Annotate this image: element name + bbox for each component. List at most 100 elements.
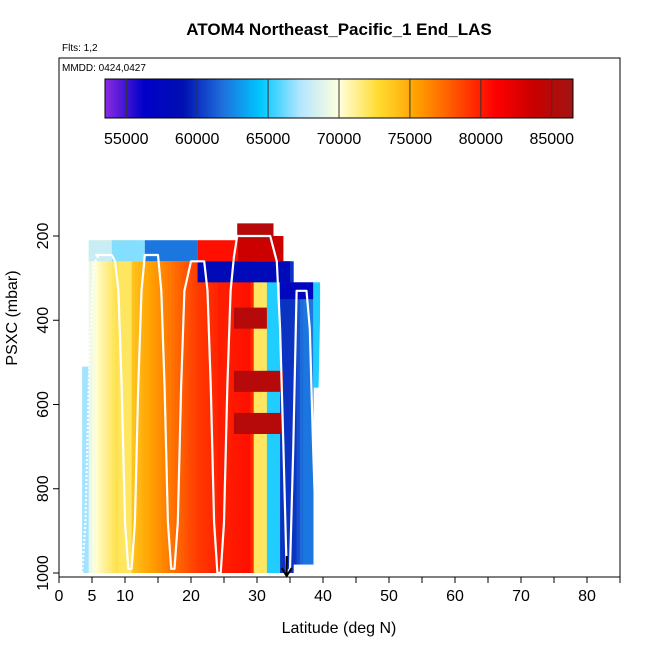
flight-track-layer xyxy=(81,234,323,578)
y-tick-label: 200 xyxy=(35,223,52,250)
heat-cell xyxy=(82,366,86,573)
heat-band xyxy=(111,240,145,262)
profile-column xyxy=(118,240,132,573)
heat-patch xyxy=(233,307,267,329)
heat-cell xyxy=(95,240,99,573)
heat-cell xyxy=(174,261,179,573)
colorbar-tick-label: 60000 xyxy=(175,131,220,148)
flight-track-line xyxy=(95,234,323,575)
heat-cell xyxy=(316,282,321,388)
heat-band xyxy=(88,240,112,262)
heat-cell xyxy=(111,240,116,573)
heat-cell xyxy=(131,261,136,573)
heat-cell xyxy=(230,261,235,573)
heat-patch xyxy=(233,370,284,392)
axes: 0 5 10 20 30 40 50 60 70 80 200 400 600 800 1000 xyxy=(35,223,621,605)
heat-cell xyxy=(125,240,129,573)
plot-frame xyxy=(58,57,621,578)
x-tick-label: 40 xyxy=(314,588,332,605)
heat-cell xyxy=(167,261,172,573)
x-tick-label: 20 xyxy=(182,588,200,605)
heat-cell xyxy=(118,240,123,573)
y-tick-label: 400 xyxy=(35,307,52,334)
heat-cell xyxy=(108,240,113,573)
heat-cell xyxy=(138,261,142,573)
heat-cell xyxy=(115,240,119,573)
heat-cell xyxy=(171,261,175,573)
heat-cell xyxy=(85,366,90,573)
heat-cell xyxy=(105,240,109,573)
heat-cell xyxy=(197,261,202,573)
heat-cell xyxy=(217,261,222,573)
y-tick-label: 1000 xyxy=(35,555,52,591)
heat-cell xyxy=(161,261,165,573)
heat-cell xyxy=(154,261,159,573)
heat-cell xyxy=(101,240,106,573)
heat-cell xyxy=(148,261,152,573)
flight-track-line-2 xyxy=(81,253,106,574)
x-tick-label: 10 xyxy=(116,588,134,605)
x-tick-label: 30 xyxy=(248,588,266,605)
heat-cell xyxy=(200,261,205,573)
y-tick-label: 800 xyxy=(35,475,52,502)
x-tick-label: 50 xyxy=(380,588,398,605)
heat-cell xyxy=(210,261,215,573)
colorbar-tick-label: 55000 xyxy=(104,131,149,148)
heat-cell xyxy=(184,261,189,573)
colorbar-tick-label: 65000 xyxy=(246,131,291,148)
heat-cell xyxy=(98,240,103,573)
colorbar-tick-label: 75000 xyxy=(388,131,433,148)
heat-cell xyxy=(158,261,162,573)
heat-cell xyxy=(220,261,225,573)
profile-column xyxy=(191,261,218,573)
heat-cell xyxy=(313,282,317,388)
heat-patch xyxy=(233,412,284,434)
heat-cell xyxy=(128,240,132,573)
heat-cell xyxy=(141,261,146,573)
heat-cell xyxy=(151,261,156,573)
heat-cell xyxy=(181,261,185,573)
x-tick-label: 80 xyxy=(578,588,596,605)
heat-cell xyxy=(187,261,192,573)
heat-cell xyxy=(296,282,301,565)
x-tick-label: 0 xyxy=(55,588,64,605)
heat-band xyxy=(197,240,238,262)
heat-cell xyxy=(194,261,198,573)
heat-cell xyxy=(306,282,311,565)
heat-cell xyxy=(88,240,93,573)
heat-cell xyxy=(164,261,169,573)
heat-cell xyxy=(303,282,307,565)
x-tick-label: 5 xyxy=(88,588,97,605)
heat-cell xyxy=(144,261,149,573)
heat-cell xyxy=(286,261,291,573)
colorbar-tick-label: 85000 xyxy=(529,131,574,148)
flights-note: Flts: 1,2 xyxy=(62,43,98,54)
heat-patch xyxy=(237,223,274,241)
colorbar-tick-label: 70000 xyxy=(317,131,362,148)
arrow-marker-head xyxy=(280,567,293,578)
profile-column xyxy=(313,282,321,388)
heat-cell xyxy=(283,261,288,573)
heat-cell xyxy=(204,261,208,573)
x-axis-label: Latitude (deg N) xyxy=(282,620,397,637)
profile-column xyxy=(82,366,90,573)
profile-column xyxy=(88,240,119,573)
heat-cell xyxy=(121,240,126,573)
y-axis-label: PSXC (mbar) xyxy=(4,270,21,365)
heat-cell xyxy=(290,261,294,573)
heat-cell xyxy=(227,261,231,573)
heat-band xyxy=(144,240,198,262)
colorbar: 55000 60000 65000 70000 75000 80000 85000 xyxy=(104,78,574,148)
x-tick-label: 70 xyxy=(512,588,530,605)
heat-cell xyxy=(92,240,96,573)
heat-cell xyxy=(207,261,212,573)
heat-cell xyxy=(293,282,297,565)
x-tick-label: 60 xyxy=(446,588,464,605)
heat-cell xyxy=(191,261,195,573)
y-tick-label: 600 xyxy=(35,391,52,418)
heat-cell xyxy=(299,282,304,565)
heat-band xyxy=(197,261,290,283)
colorbar-tick-label: 80000 xyxy=(459,131,504,148)
heat-cell xyxy=(214,261,218,573)
